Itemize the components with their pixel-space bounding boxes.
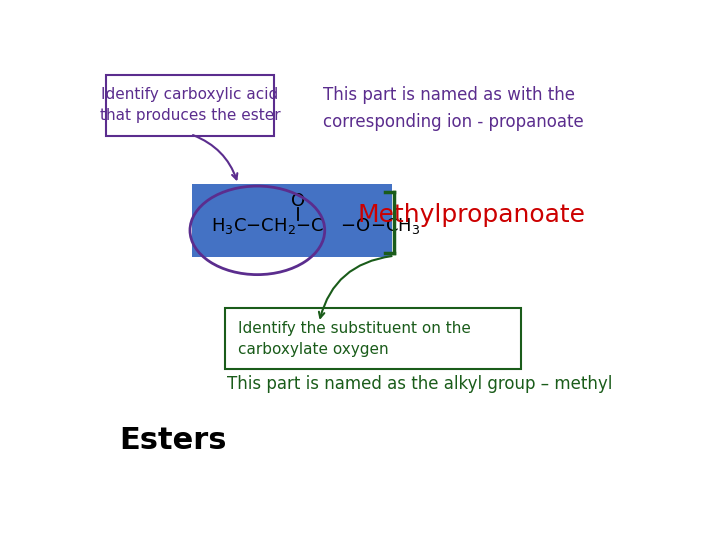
FancyBboxPatch shape [192,184,392,257]
Text: Identify carboxylic acid
that produces the ester: Identify carboxylic acid that produces t… [99,87,280,123]
FancyBboxPatch shape [106,75,274,136]
Text: Identify the substituent on the
carboxylate oxygen: Identify the substituent on the carboxyl… [238,321,471,356]
Text: $\mathsf{H_3C{-}CH_2{-}C{\quad}{-}O{-}CH_3}$: $\mathsf{H_3C{-}CH_2{-}C{\quad}{-}O{-}CH… [211,217,420,237]
Text: This part is named as with the
corresponding ion - propanoate: This part is named as with the correspon… [323,86,583,131]
Text: Esters: Esters [119,426,226,455]
Text: This part is named as the alkyl group – methyl: This part is named as the alkyl group – … [227,375,612,393]
Text: Methylpropanoate: Methylpropanoate [357,203,585,227]
Text: O: O [291,192,305,210]
FancyBboxPatch shape [225,308,521,369]
